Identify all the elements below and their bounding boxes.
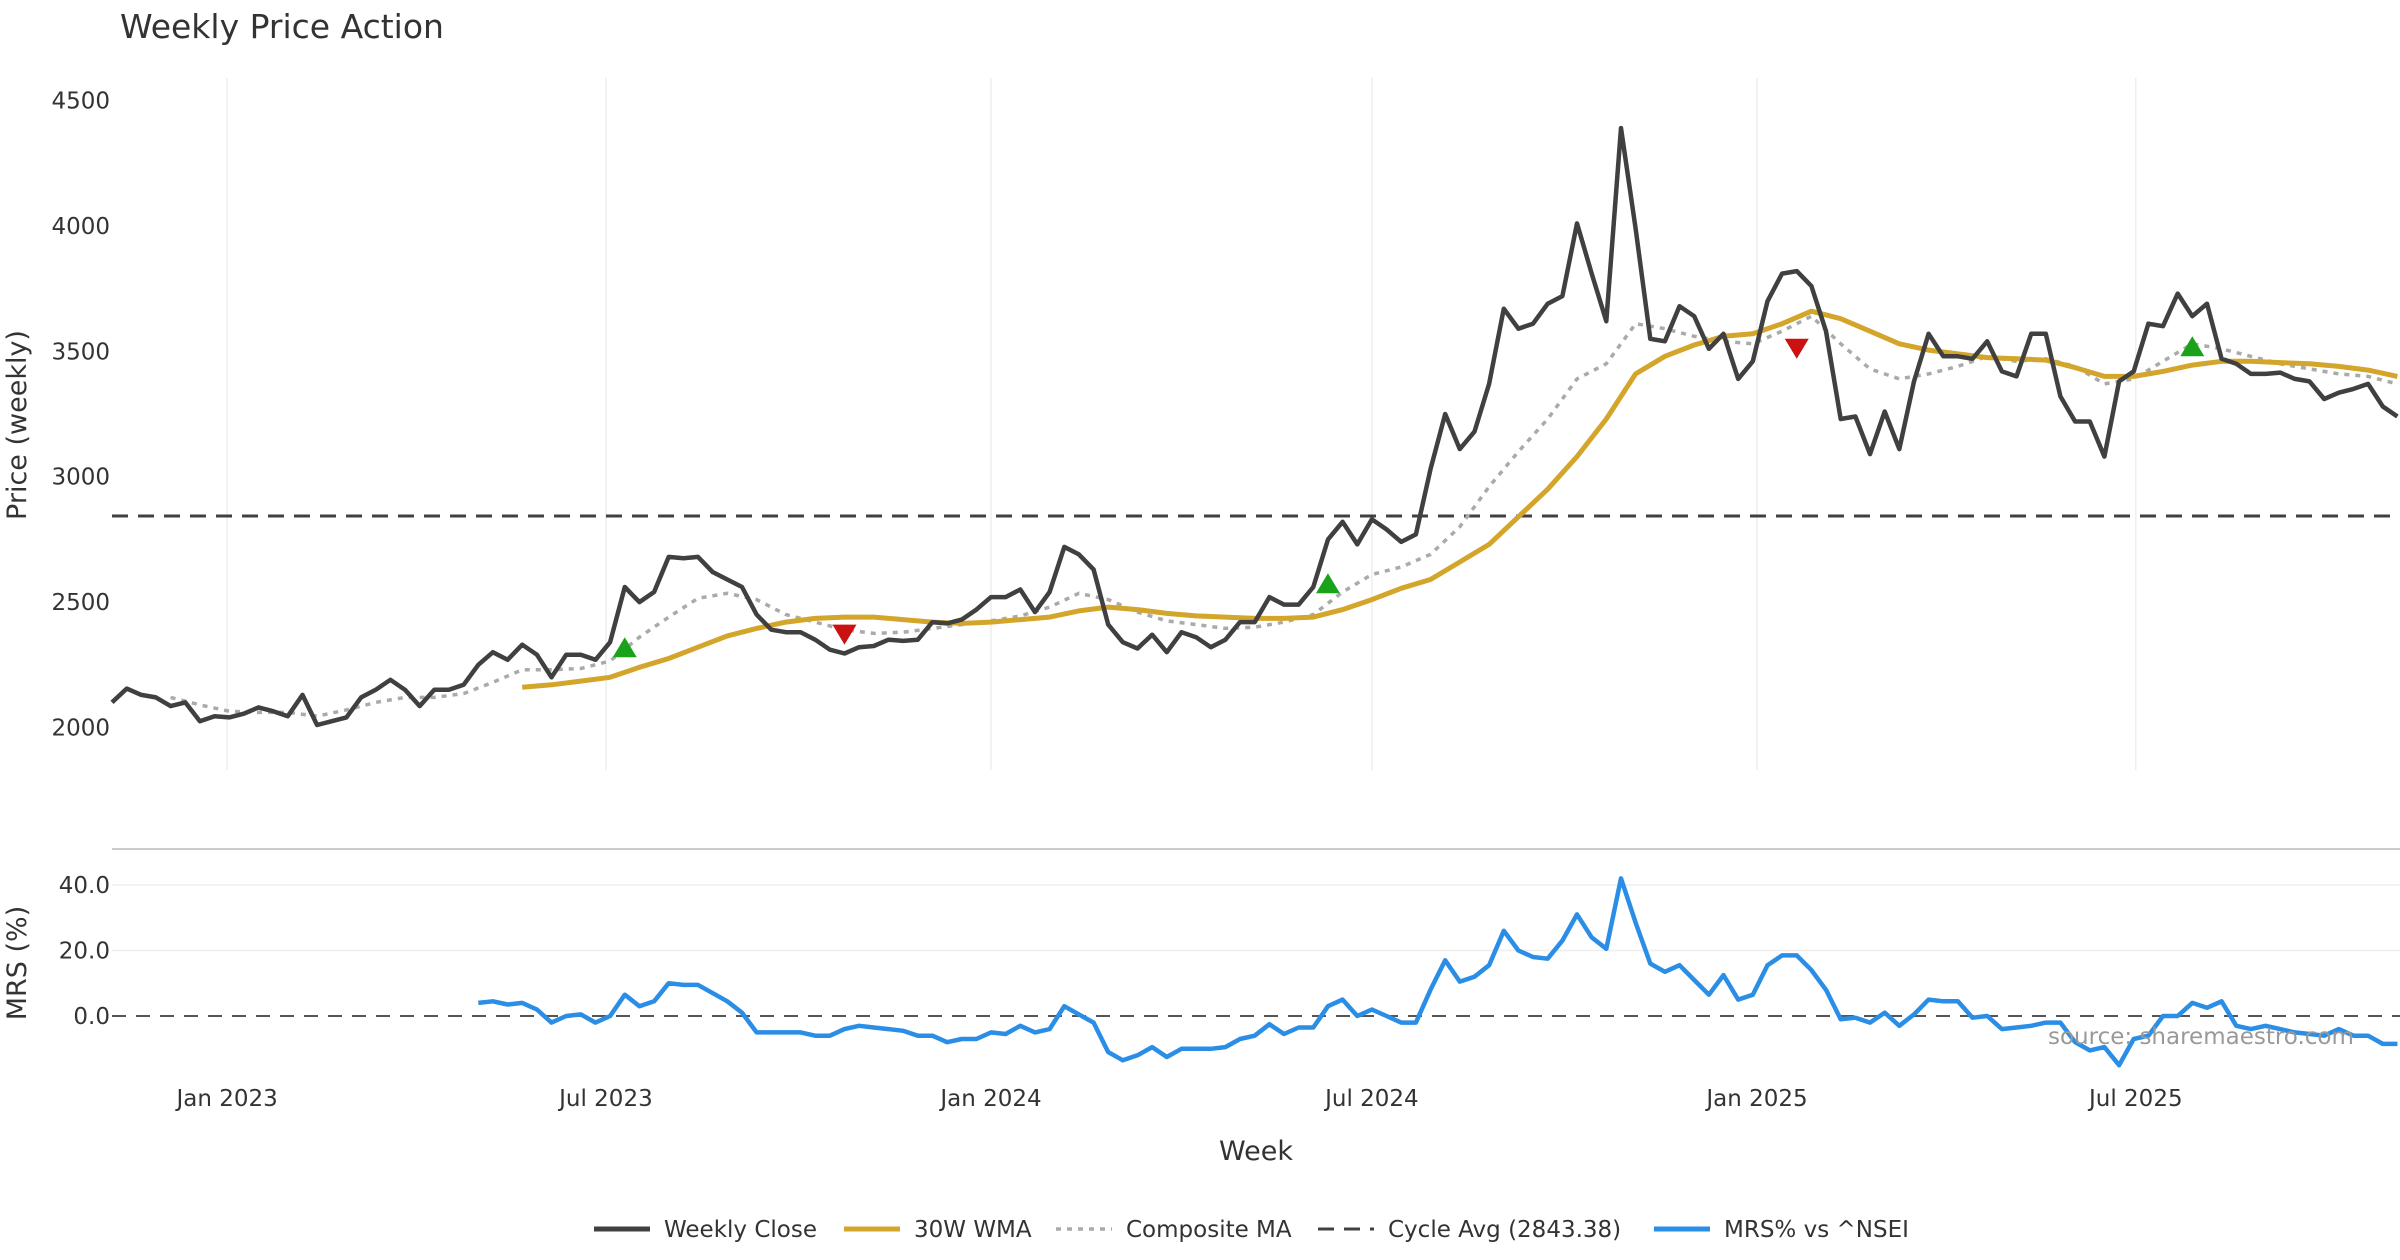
legend-item-close: Weekly Close: [594, 1217, 817, 1243]
legend-item-composite: Composite MA: [1056, 1217, 1292, 1243]
price-y-tick-label: 4000: [51, 214, 110, 240]
mrs-line: [478, 876, 2398, 1068]
price-y-tick-label: 3500: [51, 339, 110, 365]
x-tick-label: Jan 2024: [938, 1086, 1041, 1112]
x-tick-label: Jan 2023: [174, 1086, 277, 1112]
mrs-y-ticks: 0.0 20.0 40.0: [59, 873, 110, 1030]
legend-item-wma: 30W WMA: [844, 1217, 1032, 1243]
x-tick-label: Jul 2025: [2087, 1086, 2183, 1112]
x-axis-label: Week: [1219, 1136, 1293, 1167]
wma-30-line: [521, 308, 2398, 690]
legend-label: Weekly Close: [664, 1217, 817, 1243]
legend-label: Composite MA: [1126, 1217, 1292, 1243]
x-tick-label: Jul 2024: [1323, 1086, 1419, 1112]
price-y-ticks: 2000 2500 3000 3500 4000 4500: [51, 89, 110, 742]
mrs-panel: 0.0 20.0 40.0 MRS (%) source: sharemaestro…: [2, 873, 2400, 1068]
mrs-series: [478, 876, 2398, 1068]
weekly-close-line: [110, 125, 2399, 728]
price-y-tick-label: 4500: [51, 89, 110, 115]
mrs-y-axis-label: MRS (%): [2, 906, 33, 1021]
price-series: [110, 125, 2399, 728]
chart-title: Weekly Price Action: [120, 7, 444, 46]
legend-item-mrs: MRS% vs ^NSEI: [1654, 1217, 1909, 1243]
legend-item-cycle: Cycle Avg (2843.38): [1318, 1217, 1621, 1243]
mrs-y-tick-label: 40.0: [59, 873, 110, 899]
price-y-tick-label: 3000: [51, 465, 110, 491]
price-y-tick-label: 2500: [51, 590, 110, 616]
sell-signal-marker: [1784, 338, 1809, 359]
legend-label: Cycle Avg (2843.38): [1388, 1217, 1621, 1243]
mrs-y-tick-label: 20.0: [59, 938, 110, 964]
price-y-axis-label: Price (weekly): [2, 330, 33, 520]
legend-label: MRS% vs ^NSEI: [1724, 1217, 1909, 1243]
x-tick-label: Jul 2023: [557, 1086, 653, 1112]
x-tick-label: Jan 2025: [1704, 1086, 1807, 1112]
x-ticks: Jan 2023 Jul 2023 Jan 2024 Jul 2024 Jan 2025…: [174, 1086, 2182, 1112]
mrs-y-tick-label: 0.0: [73, 1004, 110, 1030]
price-y-tick-label: 2000: [51, 715, 110, 741]
signal-markers: [612, 336, 2205, 658]
price-panel: 2000 2500 3000 3500 4000 4500 Price (weekly): [2, 89, 2400, 742]
buy-signal-marker: [612, 637, 637, 658]
watermark: source: sharemaestro.com: [2048, 1024, 2354, 1050]
grid-lines: [112, 78, 2400, 952]
buy-signal-marker: [1315, 573, 1340, 594]
sell-signal-marker: [832, 624, 857, 645]
buy-signal-marker: [2180, 336, 2205, 357]
legend-label: 30W WMA: [914, 1217, 1032, 1243]
legend: Weekly Close 30W WMA Composite MA Cycle Avg…: [594, 1217, 1909, 1243]
